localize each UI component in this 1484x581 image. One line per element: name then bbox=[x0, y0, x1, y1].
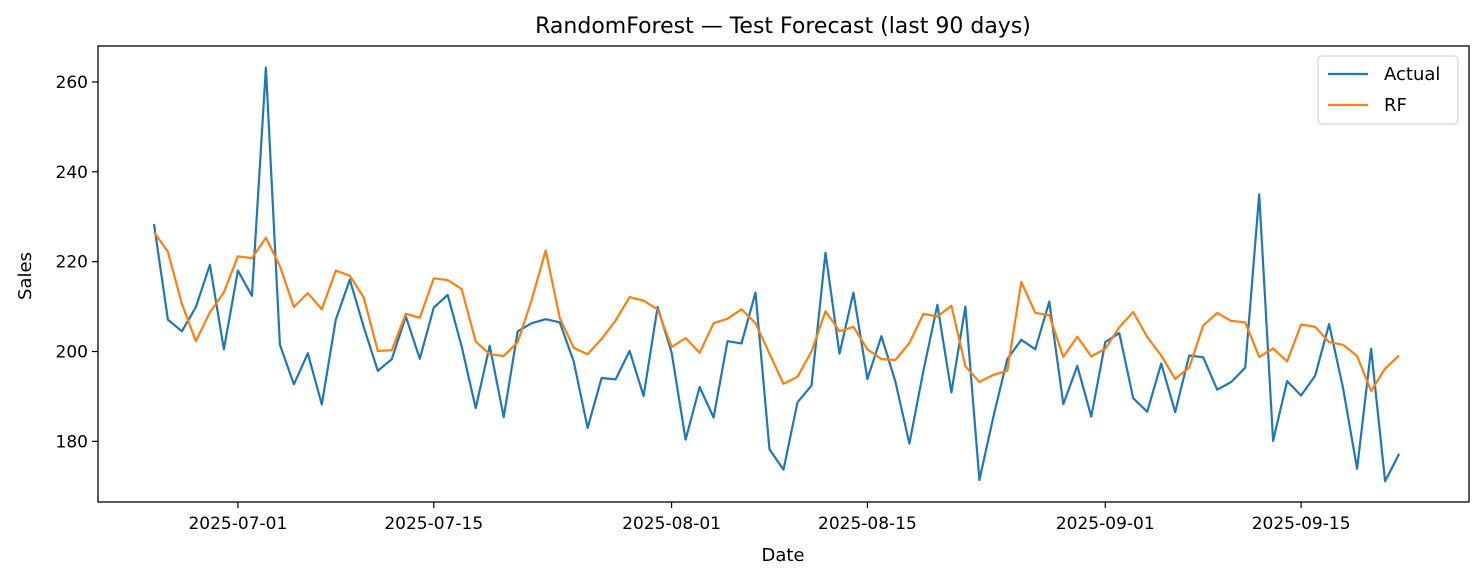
y-tick-label: 240 bbox=[56, 163, 88, 183]
x-tick-label: 2025-08-15 bbox=[818, 514, 917, 534]
x-tick-label: 2025-07-01 bbox=[188, 514, 287, 534]
legend-label: Actual bbox=[1384, 64, 1440, 85]
axis-ticks: 180 200 220 240 260 2025-07-01 2025-07-15 2025-… bbox=[56, 73, 1351, 534]
series-line-actual bbox=[152, 66, 1401, 483]
y-tick-label: 220 bbox=[56, 253, 88, 273]
legend: Actual RF bbox=[1317, 55, 1459, 125]
legend-label: RF bbox=[1384, 95, 1407, 116]
series-lines bbox=[152, 66, 1401, 483]
y-tick-label: 260 bbox=[56, 73, 88, 93]
x-tick-label: 2025-08-01 bbox=[622, 514, 721, 534]
y-tick-label: 180 bbox=[56, 432, 88, 452]
y-axis-label: Sales bbox=[15, 252, 36, 300]
x-tick-label: 2025-09-15 bbox=[1252, 514, 1351, 534]
y-tick-label: 200 bbox=[56, 342, 88, 362]
x-axis-label: Date bbox=[761, 545, 804, 566]
chart-title: RandomForest — Test Forecast (last 90 da… bbox=[535, 14, 1031, 39]
x-tick-label: 2025-07-15 bbox=[384, 514, 483, 534]
plot-frame bbox=[97, 45, 1470, 503]
x-tick-label: 2025-09-01 bbox=[1056, 514, 1155, 534]
series-line-rf bbox=[153, 231, 1400, 393]
